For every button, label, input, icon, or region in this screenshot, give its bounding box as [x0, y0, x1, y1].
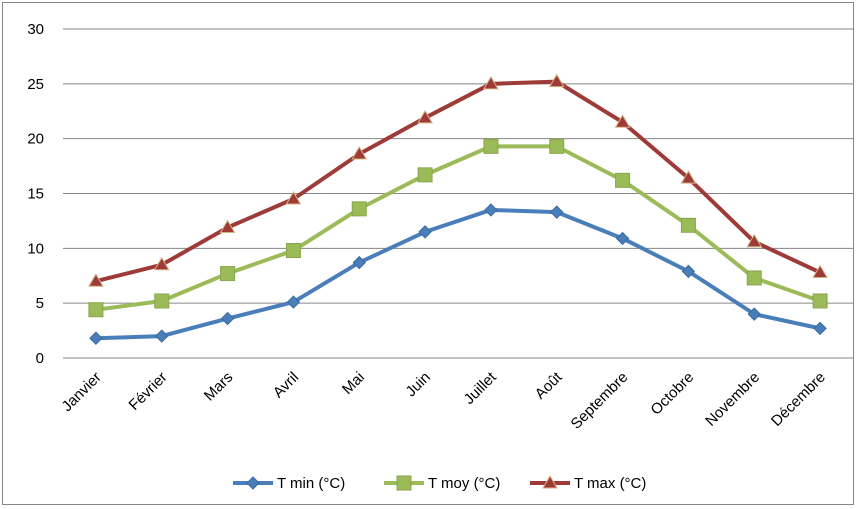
series-2: [88, 138, 828, 318]
x-tick-label: Juillet: [461, 368, 501, 408]
data-point: [614, 114, 631, 128]
data-point: [417, 167, 433, 183]
legend-marker: [542, 475, 558, 489]
y-tick-label: 30: [27, 21, 44, 38]
y-axis-ticks: 0 5 10 15 20 25 30: [27, 21, 44, 367]
data-point: [548, 73, 565, 88]
y-tick-label: 10: [27, 240, 44, 257]
data-point: [812, 264, 828, 278]
data-point: [813, 321, 827, 336]
x-tick-label: Août: [532, 368, 566, 402]
series-group: [88, 73, 828, 345]
series-line: [93, 79, 823, 284]
data-point: [549, 138, 565, 154]
data-point: [483, 75, 499, 90]
data-point: [615, 231, 630, 246]
y-tick-label: 15: [27, 186, 44, 203]
x-tick-label: Juin: [402, 369, 433, 400]
data-point: [484, 203, 498, 217]
data-point: [89, 331, 103, 345]
data-point: [681, 264, 696, 279]
series-3: [88, 73, 828, 287]
data-point: [550, 205, 564, 219]
x-tick-label: Février: [126, 369, 171, 414]
data-point: [746, 233, 763, 248]
data-point: [615, 172, 631, 188]
series-line: [93, 144, 823, 312]
x-tick-label: Novembre: [702, 369, 763, 430]
legend-marker: [246, 476, 260, 490]
data-point: [417, 109, 433, 124]
y-tick-label: 25: [27, 76, 44, 93]
series-line: [93, 207, 823, 341]
data-point: [154, 293, 170, 309]
legend-label: T moy (°C): [428, 475, 500, 492]
data-point: [680, 170, 697, 184]
x-tick-label: Décembre: [768, 369, 829, 430]
data-point: [351, 201, 367, 217]
data-point: [219, 219, 236, 233]
data-point: [483, 138, 499, 154]
data-point: [285, 190, 302, 205]
data-point: [418, 225, 432, 239]
data-point: [153, 256, 170, 271]
data-point: [88, 302, 104, 318]
data-point: [155, 329, 169, 343]
legend-marker: [396, 475, 412, 491]
data-point: [285, 243, 301, 259]
y-tick-label: 0: [36, 350, 44, 367]
x-axis-ticks: Janvier Février Mars Avril Mai Juin Juillet Aoû…: [59, 368, 829, 432]
data-point: [351, 146, 368, 160]
x-tick-label: Janvier: [59, 369, 105, 415]
legend-label: T max (°C): [574, 475, 646, 492]
legend: T min (°C) T moy (°C) T max (°C): [233, 475, 646, 492]
x-tick-label: Mars: [201, 369, 237, 405]
gridlines: [63, 28, 853, 359]
x-tick-label: Septembre: [568, 369, 632, 433]
data-point: [680, 217, 696, 233]
data-point: [352, 255, 366, 270]
x-tick-label: Octobre: [647, 369, 697, 419]
y-tick-label: 20: [27, 131, 44, 148]
x-tick-label: Mai: [339, 369, 368, 398]
data-point: [220, 311, 235, 326]
data-point: [746, 270, 762, 286]
legend-label: T min (°C): [277, 475, 345, 492]
x-tick-label: Avril: [270, 369, 302, 401]
data-point: [812, 293, 828, 309]
data-point: [286, 295, 301, 309]
data-point: [88, 273, 104, 287]
y-tick-label: 5: [36, 295, 44, 312]
series-1: [89, 203, 827, 345]
data-point: [220, 266, 236, 282]
data-point: [747, 307, 761, 321]
